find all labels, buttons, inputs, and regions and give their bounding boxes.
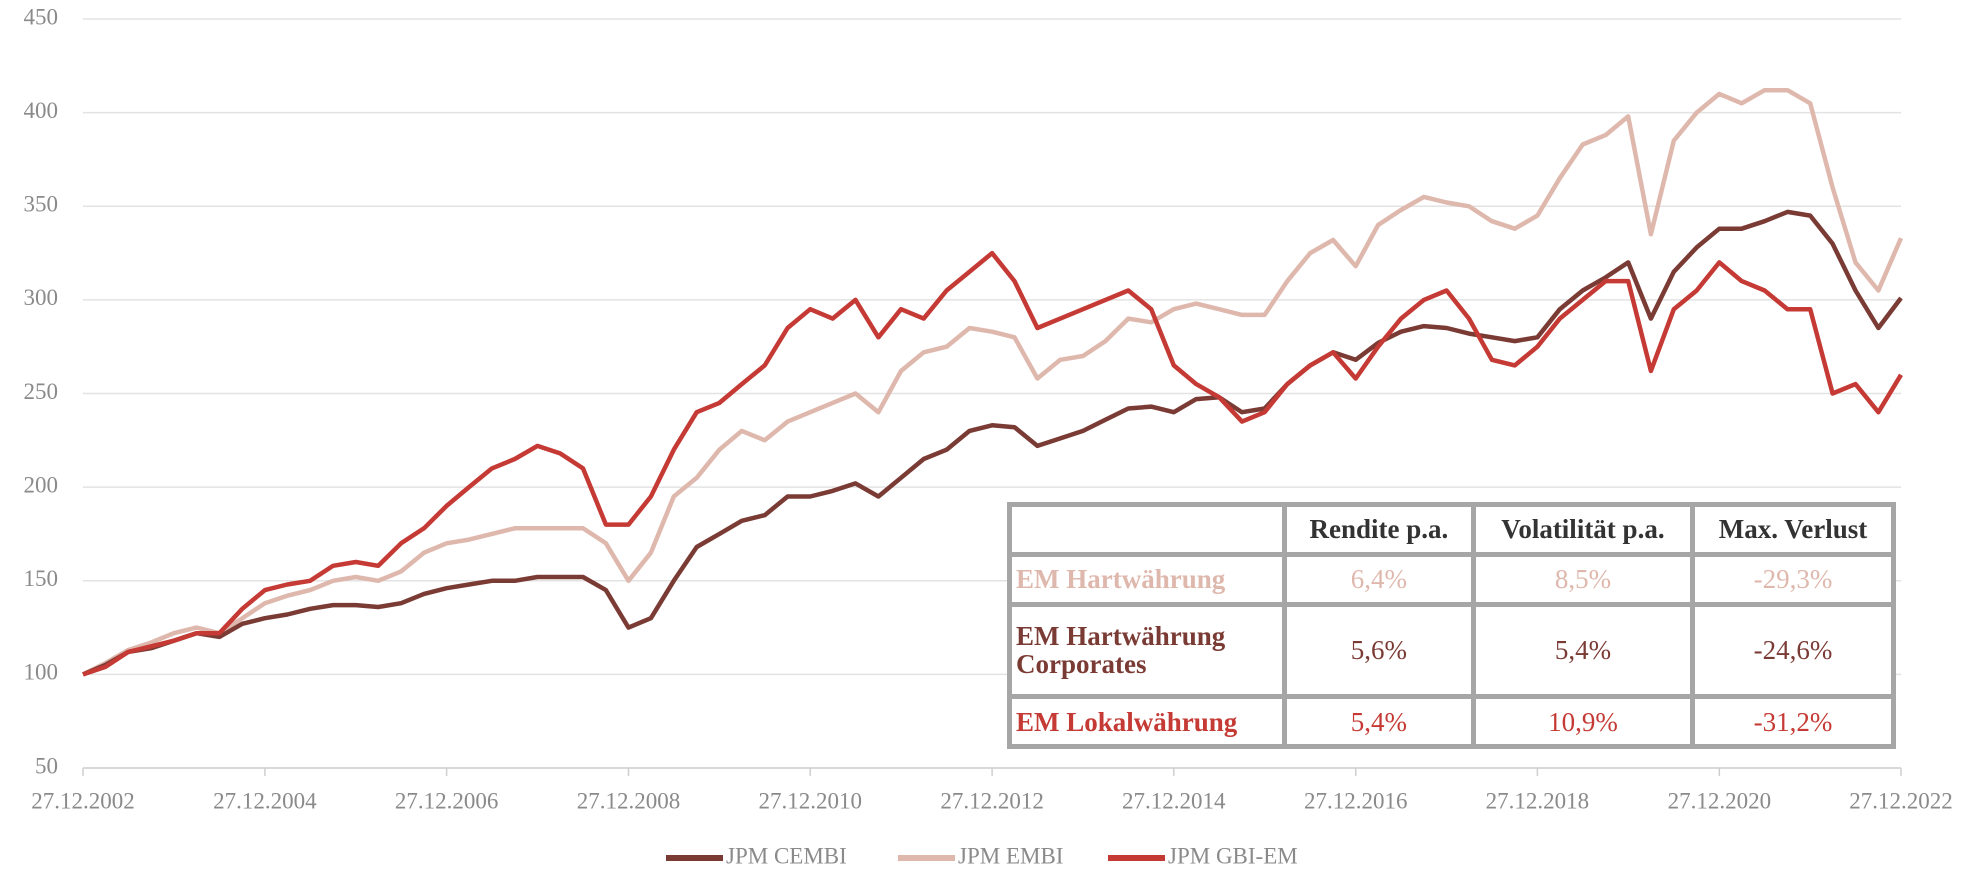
- y-tick-label: 50: [35, 753, 58, 778]
- y-tick-label: 100: [24, 660, 59, 685]
- legend-item: JPM EMBI: [898, 843, 1063, 868]
- legend-label: JPM CEMBI: [726, 843, 847, 868]
- table-cell: 10,9%: [1470, 694, 1696, 749]
- x-tick-label: 27.12.2008: [577, 788, 681, 813]
- table-row: EM Hartwährung Corporates 5,6% 5,4% -24,6%: [1007, 601, 1896, 700]
- y-tick-label: 200: [24, 472, 59, 497]
- table-cell: 5,4%: [1282, 694, 1476, 749]
- row-label: EM Hartwährung: [1007, 551, 1287, 607]
- stats-table: Rendite p.a. Volatilität p.a. Max. Verlust…: [1007, 502, 1896, 749]
- column-header: Volatilität p.a.: [1470, 502, 1696, 557]
- table-cell: 8,5%: [1470, 551, 1696, 607]
- y-tick-label: 300: [24, 285, 59, 310]
- table-corner: [1007, 502, 1287, 557]
- table-cell: -31,2%: [1690, 694, 1896, 749]
- column-header: Max. Verlust: [1690, 502, 1896, 557]
- row-label: EM Lokalwährung: [1007, 694, 1287, 749]
- y-tick-label: 450: [24, 4, 59, 29]
- y-tick-label: 250: [24, 379, 59, 404]
- y-tick-label: 400: [24, 98, 59, 123]
- series-line: [81, 87, 1904, 677]
- legend-item: JPM GBI-EM: [1108, 843, 1298, 868]
- x-tick-label: 27.12.2016: [1304, 788, 1408, 813]
- column-header: Rendite p.a.: [1282, 502, 1476, 557]
- x-tick-label: 27.12.2012: [940, 788, 1044, 813]
- row-label: EM Hartwährung Corporates: [1007, 601, 1287, 700]
- table-row: EM Hartwährung 6,4% 8,5% -29,3%: [1007, 551, 1896, 607]
- table-cell: -29,3%: [1690, 551, 1896, 607]
- x-tick-label: 27.12.2002: [31, 788, 135, 813]
- x-tick-label: 27.12.2022: [1849, 788, 1953, 813]
- y-tick-label: 350: [24, 192, 59, 217]
- y-tick-label: 150: [24, 566, 59, 591]
- table-cell: 6,4%: [1282, 551, 1476, 607]
- x-tick-label: 27.12.2006: [395, 788, 499, 813]
- table-row: EM Lokalwährung 5,4% 10,9% -31,2%: [1007, 694, 1896, 749]
- series-line: [82, 250, 1903, 677]
- table-cell: -24,6%: [1690, 601, 1896, 700]
- table-header-row: Rendite p.a. Volatilität p.a. Max. Verlust: [1007, 502, 1896, 557]
- legend-label: JPM EMBI: [958, 843, 1063, 868]
- x-tick-label: 27.12.2010: [758, 788, 862, 813]
- table-cell: 5,4%: [1470, 601, 1696, 700]
- legend-item: JPM CEMBI: [666, 843, 847, 868]
- legend-label: JPM GBI-EM: [1168, 843, 1298, 868]
- x-tick-label: 27.12.2018: [1486, 788, 1590, 813]
- x-tick-label: 27.12.2014: [1122, 788, 1226, 813]
- table-cell: 5,6%: [1282, 601, 1476, 700]
- x-tick-label: 27.12.2004: [213, 788, 317, 813]
- x-tick-label: 27.12.2020: [1668, 788, 1772, 813]
- series-line: [82, 209, 1903, 677]
